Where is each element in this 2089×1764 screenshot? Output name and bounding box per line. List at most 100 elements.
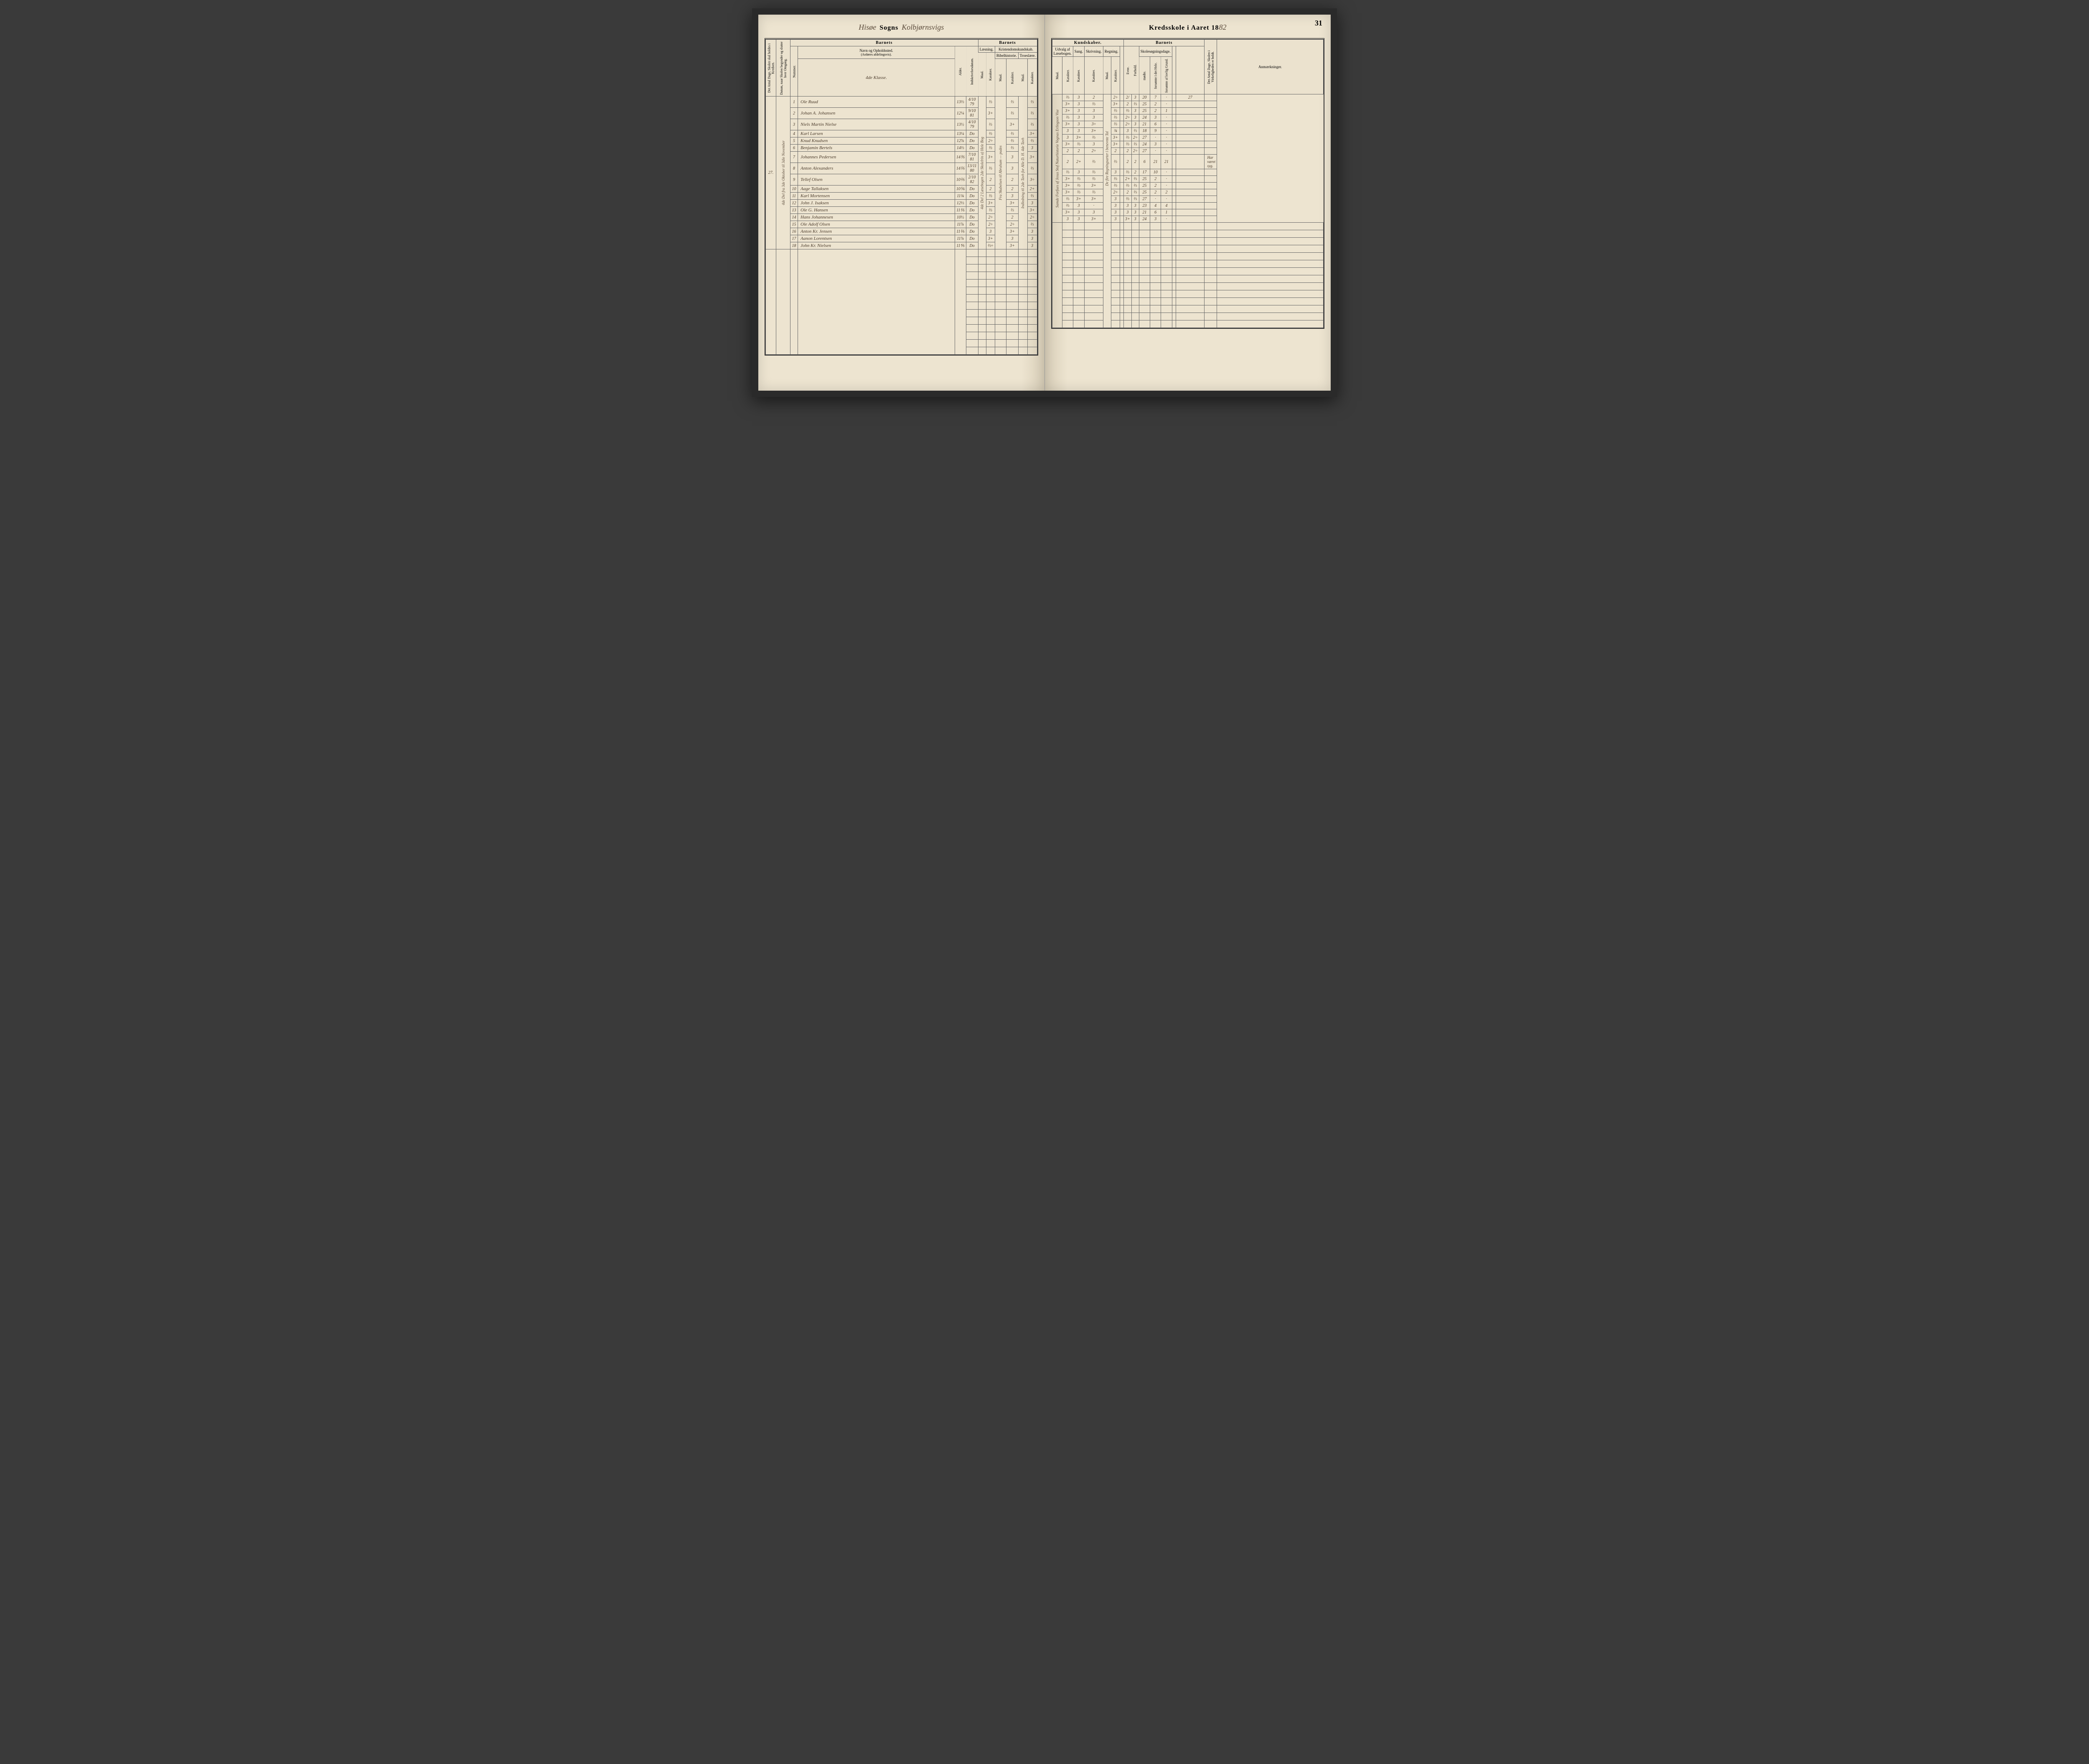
col-nummer: Nummer. xyxy=(790,46,798,97)
parish-name: Hisøe xyxy=(859,23,876,31)
empty-cell xyxy=(1161,238,1172,245)
age: 13½ xyxy=(955,119,966,130)
empty-cell xyxy=(1103,223,1111,328)
bibel-grade: 3 xyxy=(1006,235,1018,242)
bibel-grade: ⅔ xyxy=(1006,130,1018,137)
student-name: Johannes Pedersen xyxy=(798,152,955,163)
empty-cell xyxy=(986,287,995,295)
empty-cell xyxy=(1205,290,1217,298)
empty-cell xyxy=(1150,260,1161,268)
empty-cell xyxy=(1172,230,1176,238)
absent-total: 4 xyxy=(1150,203,1161,209)
troes-grade: 3 xyxy=(1027,200,1037,207)
empty-row xyxy=(1052,253,1324,260)
empty-cell xyxy=(986,249,995,257)
col-antal-dage: Det Antal Dage, Skolen skal holdes i Kre… xyxy=(766,40,776,97)
empty-cell xyxy=(1217,223,1324,230)
col-modte: mødte. xyxy=(1139,57,1150,94)
absent-total: 2 xyxy=(1150,101,1161,108)
empty-cell xyxy=(986,317,995,325)
student-name: Niels Martin Nielse xyxy=(798,119,955,130)
udvalg-grade: 3+ xyxy=(1062,121,1073,128)
troes-grade: ⅔ xyxy=(1027,137,1037,145)
empty-cell xyxy=(1161,253,1172,260)
empty-cell xyxy=(1150,320,1161,328)
udvalg-grade: 3 xyxy=(1062,216,1073,223)
empty-cell xyxy=(1018,287,1027,295)
absent-legal: · xyxy=(1161,121,1172,128)
empty-cell xyxy=(1018,264,1027,272)
absent-total: 3 xyxy=(1150,141,1161,148)
empty-cell xyxy=(1027,249,1037,257)
empty-cell xyxy=(995,249,1006,257)
empty-cell xyxy=(1084,230,1103,238)
empty-row xyxy=(1052,238,1324,245)
troes-grade: 3 xyxy=(1027,242,1037,249)
empty-cell xyxy=(966,287,978,295)
empty-cell xyxy=(1018,257,1027,264)
skriv-grade: ⅔ xyxy=(1084,189,1103,196)
spacer2 xyxy=(1172,169,1176,176)
row-number: 8 xyxy=(790,163,798,174)
enrollment-date: Do xyxy=(966,221,978,228)
laes-grade: 2 xyxy=(986,186,995,193)
skriv-grade: 3 xyxy=(1084,114,1103,121)
enrollment-date: Do xyxy=(966,130,978,137)
bibel-maal-note: Fra Skabelsen til Abraham — pudes xyxy=(995,97,1006,249)
empty-cell xyxy=(966,325,978,332)
skriv-grade: ⅔ xyxy=(1084,155,1103,169)
udvalg-grade: ⅔ xyxy=(1062,203,1073,209)
row-number: 3 xyxy=(790,119,798,130)
regn-grade: ⅔ xyxy=(1111,155,1120,169)
empty-cell xyxy=(1073,305,1084,313)
attended: 25 xyxy=(1139,101,1150,108)
student-name: Benjamin Bertels xyxy=(798,145,955,152)
empty-cell xyxy=(1073,298,1084,305)
sang-grade: 3 xyxy=(1073,209,1084,216)
empty-row xyxy=(1052,275,1324,283)
empty-cell xyxy=(1062,223,1073,230)
ledger-book: Hisøe Sogns Kolbjørnsvigs Det Antal Dage… xyxy=(752,8,1337,397)
student-name: John J. Isaksen xyxy=(798,200,955,207)
row-number: 18 xyxy=(790,242,798,249)
remark xyxy=(1205,203,1217,209)
empty-cell xyxy=(1176,298,1205,305)
skriv-grade: ⅔ xyxy=(1084,176,1103,183)
table-row: ⅔3·3332344 xyxy=(1052,203,1324,209)
spacer2 xyxy=(1172,94,1176,101)
empty-cell xyxy=(1120,305,1124,313)
right-table: Kundskaber. Barnets Det Antal Dage, Skol… xyxy=(1052,39,1324,328)
empty-cell xyxy=(1062,238,1073,245)
bibel-grade: 3 xyxy=(1006,193,1018,200)
empty-cell xyxy=(1073,230,1084,238)
empty-cell xyxy=(1139,253,1150,260)
empty-cell xyxy=(1073,260,1084,268)
empty-row xyxy=(1052,290,1324,298)
spacer2 xyxy=(1172,135,1176,141)
empty-cell xyxy=(1172,260,1176,268)
empty-cell xyxy=(1062,260,1073,268)
empty-cell xyxy=(995,264,1006,272)
empty-cell xyxy=(1027,287,1037,295)
col-troes: Troeslære. xyxy=(1018,53,1037,59)
sang-grade: 3 xyxy=(1073,203,1084,209)
empty-cell xyxy=(1131,238,1139,245)
col-skolesog: Skolesøgningsdage. xyxy=(1139,46,1172,57)
days-held xyxy=(1176,114,1205,121)
sang-grade: 3 xyxy=(1073,114,1084,121)
col-evne: Evne. xyxy=(1124,46,1132,94)
bibel-grade: ⅔ xyxy=(1006,137,1018,145)
col-fors2: forsømte af lovlig Grund. xyxy=(1161,57,1172,94)
bibel-grade: 3+ xyxy=(1006,119,1018,130)
regn-grade: ⅔ xyxy=(1111,121,1120,128)
laes-grade: 3+ xyxy=(986,235,995,242)
evne-grade: 2+ xyxy=(1124,176,1132,183)
regn-grade: ⅔ xyxy=(1111,114,1120,121)
empty-cell xyxy=(1027,280,1037,287)
row-number: 7 xyxy=(790,152,798,163)
laes-grade: 3 xyxy=(986,228,995,235)
page-number: 31 xyxy=(1315,19,1322,28)
col-alder: Alder. xyxy=(955,46,966,97)
student-name: Aanon Lorentsen xyxy=(798,235,955,242)
laes-grade: 3+ xyxy=(986,200,995,207)
